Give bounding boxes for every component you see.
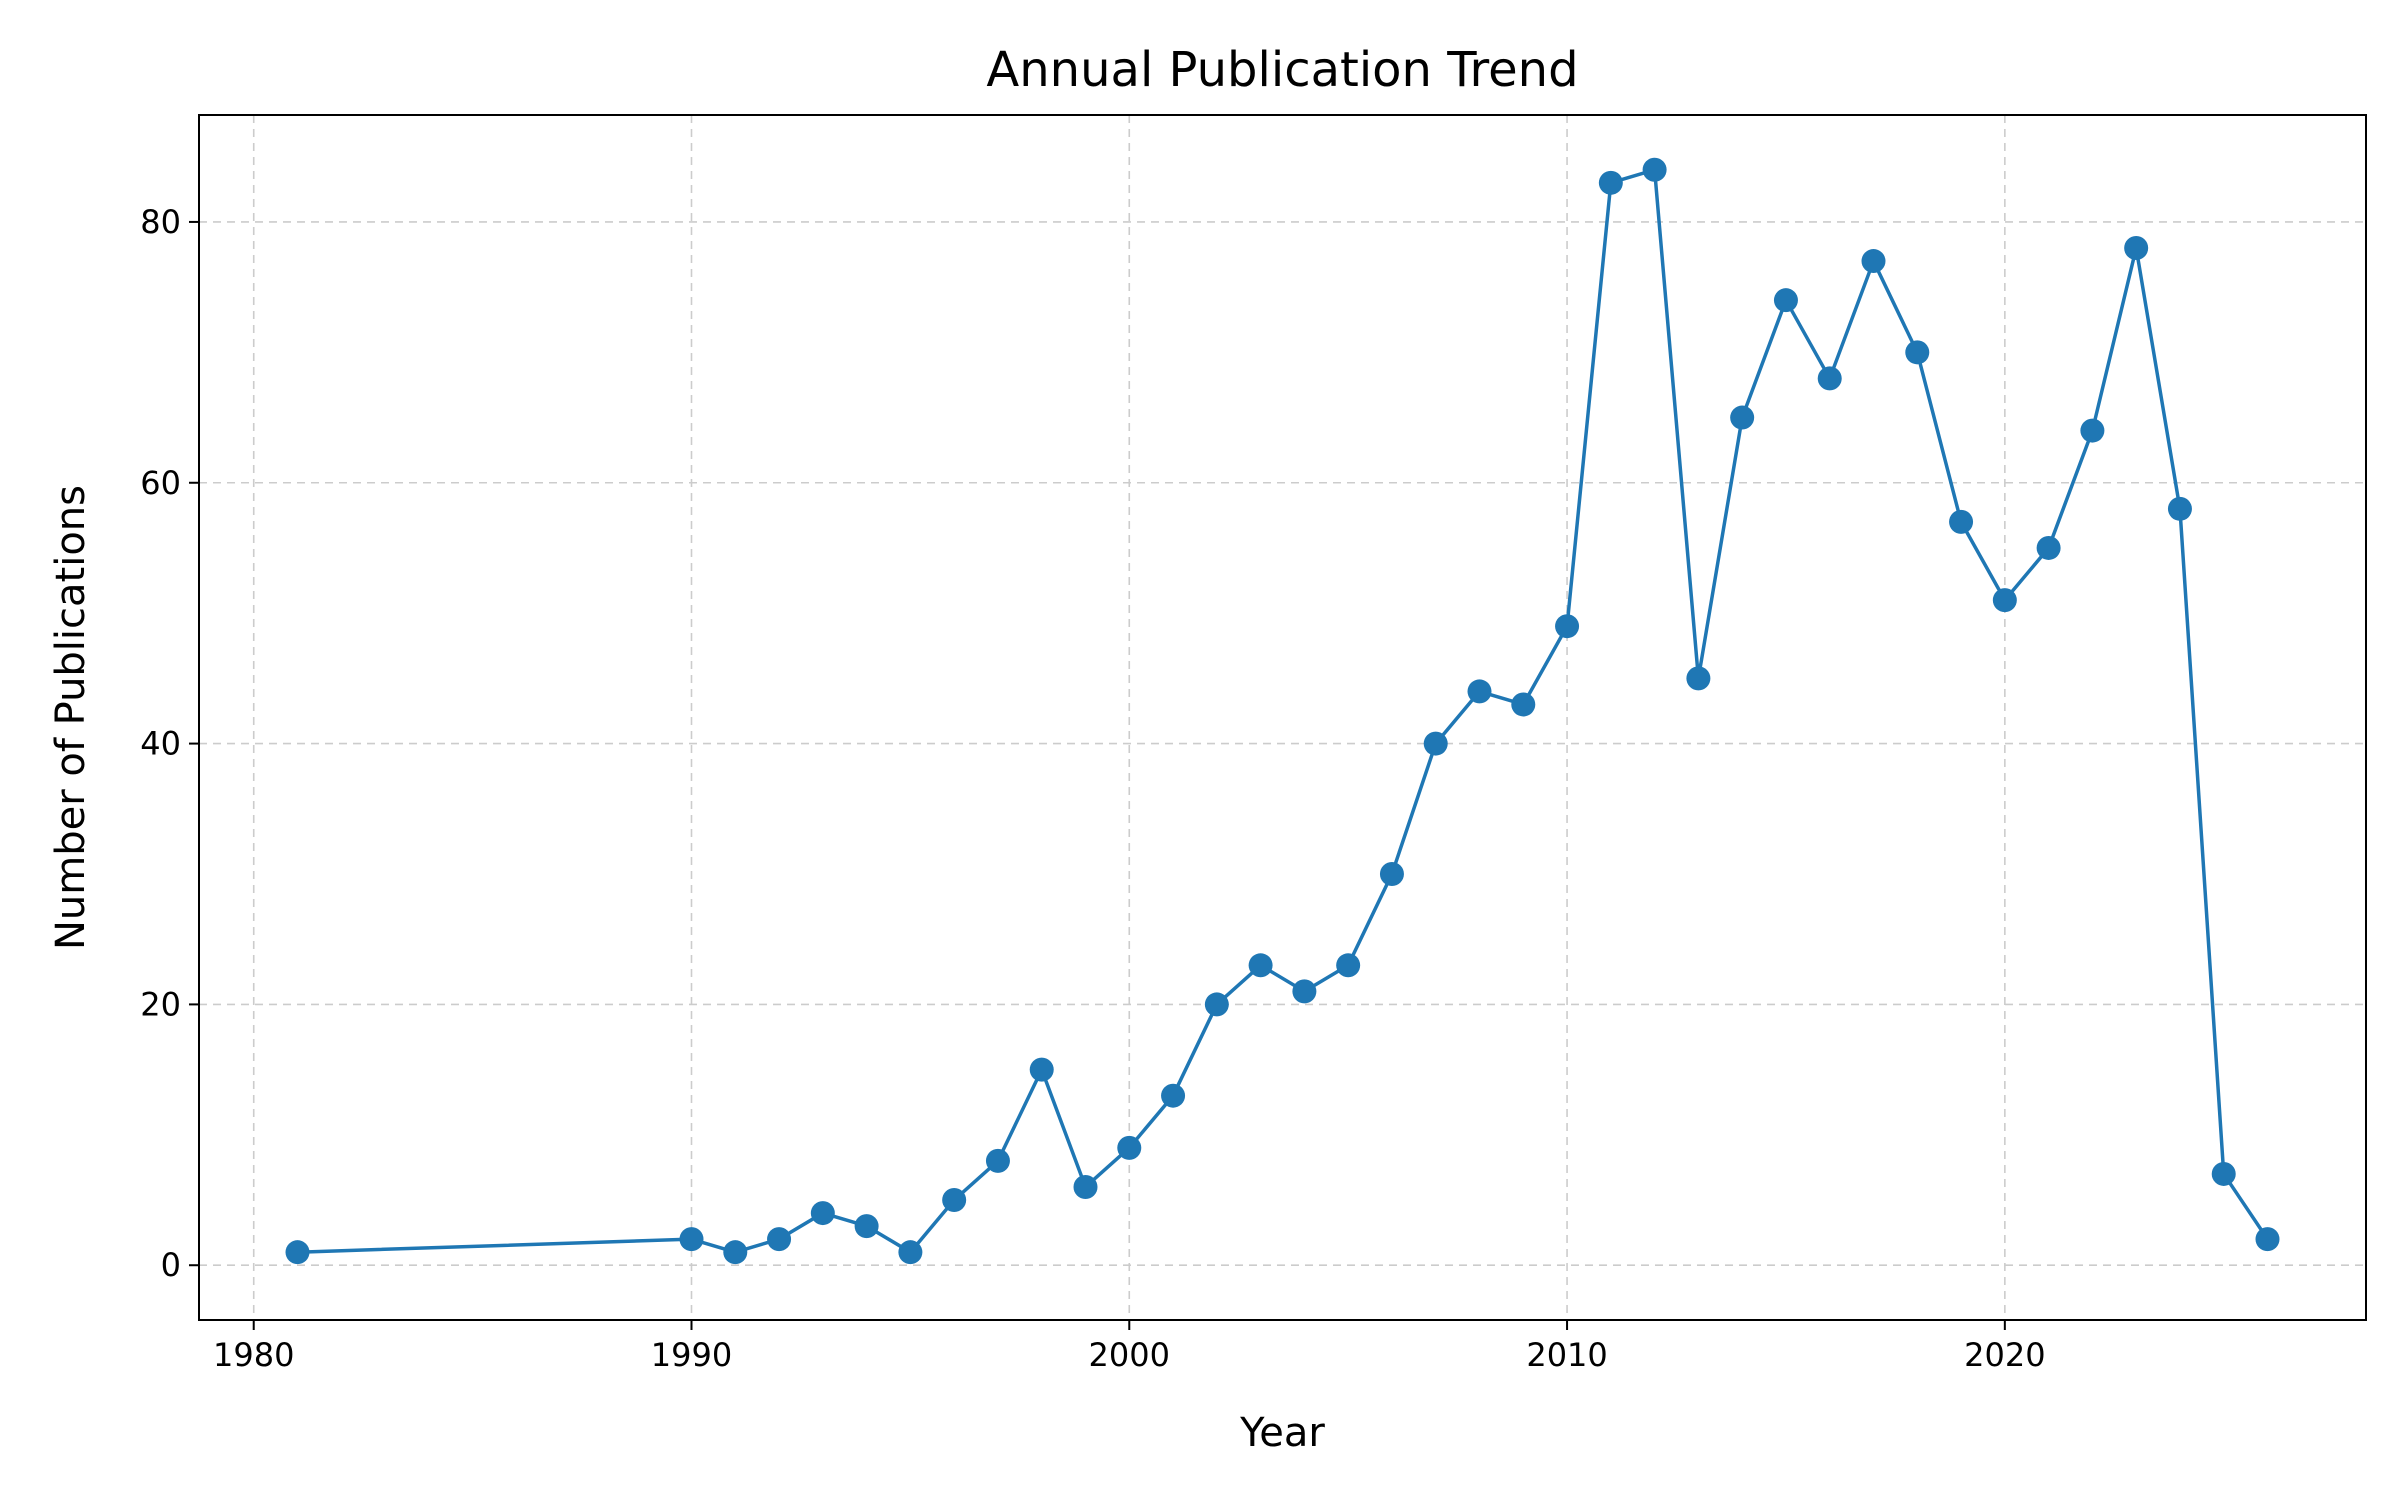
x-tick-label: 2010	[1526, 1336, 1607, 1374]
data-point	[854, 1214, 879, 1239]
data-point	[2255, 1227, 2280, 1252]
x-tick-label: 2020	[1964, 1336, 2045, 1374]
data-point	[1511, 692, 1536, 717]
y-tick-label: 20	[140, 985, 181, 1023]
data-point	[285, 1240, 310, 1265]
data-point	[2211, 1161, 2236, 1186]
series-layer	[285, 157, 2280, 1265]
data-point	[1905, 340, 1930, 365]
tick-labels: 1980 1990 2000 2010 2020 0 20 40 60 80	[140, 203, 2045, 1374]
data-point	[679, 1227, 704, 1252]
data-point	[1117, 1135, 1142, 1160]
data-point	[1423, 731, 1448, 756]
plot-frame	[198, 114, 2367, 1321]
data-point	[2036, 535, 2061, 560]
series-line	[295, 168, 2270, 1254]
tick-marks	[189, 220, 2006, 1330]
data-point	[1336, 953, 1361, 978]
data-point	[810, 1201, 835, 1226]
grid-lines	[199, 115, 2366, 1320]
data-point	[1949, 509, 1974, 534]
data-point	[1292, 979, 1317, 1004]
y-tick-label: 40	[140, 725, 181, 763]
data-point	[723, 1240, 748, 1265]
chart-title: Annual Publication Trend	[986, 42, 1578, 98]
data-point	[1861, 249, 1886, 274]
data-point	[2124, 236, 2149, 261]
x-axis-label: Year	[1239, 1410, 1325, 1456]
data-point	[1161, 1083, 1186, 1108]
data-point	[1379, 861, 1404, 886]
data-point	[1204, 992, 1229, 1017]
y-tick-label: 60	[140, 464, 181, 502]
x-tick-label: 2000	[1089, 1336, 1170, 1374]
data-point	[1686, 666, 1711, 691]
data-point	[1598, 170, 1623, 195]
data-point	[985, 1148, 1010, 1173]
data-point	[898, 1240, 923, 1265]
y-tick-label: 80	[140, 203, 181, 241]
data-point	[1029, 1057, 1054, 1082]
data-point	[1248, 953, 1273, 978]
y-axis-label: Number of Publications	[48, 485, 94, 950]
data-point	[1730, 405, 1755, 430]
data-point	[1642, 157, 1667, 182]
data-point	[1467, 679, 1492, 704]
x-tick-label: 1980	[213, 1336, 294, 1374]
data-point	[1817, 366, 1842, 391]
x-tick-label: 1990	[651, 1336, 732, 1374]
data-point	[1773, 288, 1798, 313]
y-tick-label: 0	[161, 1246, 181, 1284]
data-point	[1992, 588, 2017, 613]
data-point	[767, 1227, 792, 1252]
data-point	[2080, 418, 2105, 443]
data-point	[1073, 1174, 1098, 1199]
data-point	[942, 1188, 967, 1213]
data-point	[2167, 496, 2192, 521]
data-point	[1555, 614, 1580, 639]
